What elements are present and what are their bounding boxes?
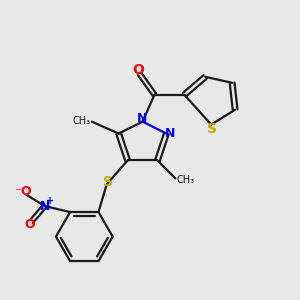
Text: N: N xyxy=(165,127,175,140)
Text: N: N xyxy=(40,200,50,213)
Text: S: S xyxy=(103,175,113,189)
Text: CH₃: CH₃ xyxy=(177,175,195,185)
Text: O: O xyxy=(20,185,31,198)
Text: N: N xyxy=(137,112,148,124)
Text: S: S xyxy=(207,122,217,136)
Text: ⁻: ⁻ xyxy=(14,186,22,200)
Text: O: O xyxy=(132,63,144,77)
Text: O: O xyxy=(25,218,35,231)
Text: CH₃: CH₃ xyxy=(72,116,90,126)
Text: +: + xyxy=(46,196,54,206)
